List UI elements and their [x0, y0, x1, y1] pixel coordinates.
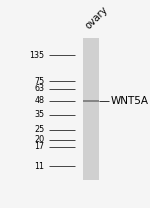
- Text: 63: 63: [34, 84, 44, 93]
- Text: ovary: ovary: [84, 5, 110, 31]
- Bar: [83, 100, 99, 102]
- Text: WNT5A: WNT5A: [111, 96, 149, 106]
- Text: 25: 25: [34, 125, 44, 134]
- Text: 135: 135: [29, 51, 44, 60]
- Bar: [83, 38, 99, 180]
- Text: 35: 35: [34, 110, 44, 119]
- Text: 75: 75: [34, 77, 44, 86]
- Text: 20: 20: [34, 135, 44, 144]
- Text: 17: 17: [34, 142, 44, 151]
- Text: 11: 11: [34, 162, 44, 171]
- Text: 48: 48: [34, 97, 44, 105]
